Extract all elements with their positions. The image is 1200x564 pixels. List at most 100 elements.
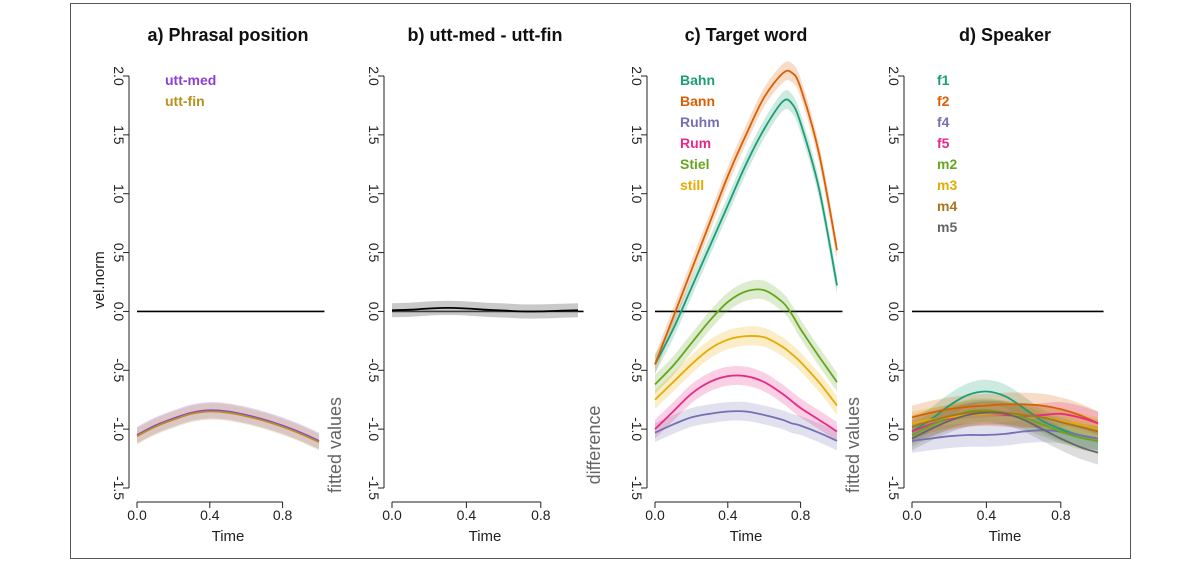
y-tick-label: -1.5 bbox=[886, 476, 902, 500]
x-tick-label: 0.4 bbox=[457, 507, 477, 523]
legend-entry-m2: m2 bbox=[937, 156, 957, 172]
x-tick-label: 0.4 bbox=[977, 507, 997, 523]
y-tick-label: 0.0 bbox=[366, 302, 382, 322]
y-tick-label: -1.0 bbox=[629, 417, 645, 441]
y-tick-label: -0.5 bbox=[886, 358, 902, 382]
series-line-Bann bbox=[654, 69, 838, 365]
x-axis-label: Time bbox=[989, 528, 1022, 545]
y-tick-label: 1.5 bbox=[629, 125, 645, 145]
y-axis-label: vel.norm bbox=[91, 251, 108, 309]
panel-2: b) utt-med - utt-fin -1.5 -1.0 -0.5 0.0 0.5 1.… bbox=[366, 25, 604, 545]
x-axis-label: Time bbox=[212, 528, 245, 545]
legend-entry-m4: m4 bbox=[937, 198, 957, 214]
y-tick-label: -1.0 bbox=[366, 417, 382, 441]
series-line-diff bbox=[391, 306, 579, 313]
figure-frame bbox=[70, 3, 1131, 559]
x-tick-label: 0.8 bbox=[273, 507, 293, 523]
legend-entry-m3: m3 bbox=[937, 177, 957, 193]
x-axis-label: Time bbox=[730, 528, 763, 545]
confidence-band-m3 bbox=[912, 401, 1098, 441]
confidence-band-Stiel bbox=[655, 279, 837, 394]
series-line-m5 bbox=[911, 411, 1099, 454]
y-tick-label: 2.0 bbox=[111, 66, 127, 86]
y-tick-label: 0.5 bbox=[111, 243, 127, 263]
y-tick-label: 0.5 bbox=[886, 243, 902, 263]
x-tick-label: 0.4 bbox=[200, 507, 220, 523]
y-tick-label: 0.0 bbox=[111, 302, 127, 322]
confidence-band-utt-fin bbox=[137, 403, 319, 451]
panel-4: d) Speaker -1.5 -1.0 -0.5 0.0 0.5 1.0 1.5 2.0 0.0… bbox=[886, 25, 1104, 545]
y-tick-label: 0.0 bbox=[629, 302, 645, 322]
side-axis-label: difference bbox=[584, 406, 604, 485]
y-tick-label: 0.5 bbox=[366, 243, 382, 263]
confidence-band-m2 bbox=[912, 398, 1098, 453]
confidence-band-m4 bbox=[912, 399, 1098, 444]
y-tick-label: 2.0 bbox=[366, 66, 382, 86]
x-tick-label: 0.0 bbox=[382, 507, 402, 523]
series-line-m4 bbox=[911, 410, 1099, 433]
y-tick-label: 1.0 bbox=[366, 184, 382, 204]
legend-entry-f5: f5 bbox=[937, 135, 950, 151]
y-tick-label: 2.0 bbox=[886, 66, 902, 86]
panel-title: c) Target word bbox=[685, 25, 808, 45]
panel-title: a) Phrasal position bbox=[147, 25, 308, 45]
legend-entry-Rum: Rum bbox=[680, 135, 711, 151]
x-tick-label: 0.8 bbox=[791, 507, 811, 523]
legend-entry-Bahn: Bahn bbox=[680, 72, 715, 88]
x-axis-label: Time bbox=[469, 528, 502, 545]
x-tick-label: 0.8 bbox=[531, 507, 551, 523]
y-tick-label: 1.0 bbox=[886, 184, 902, 204]
confidence-band-still bbox=[655, 326, 837, 415]
side-axis-label: fitted values bbox=[843, 397, 863, 493]
y-tick-label: -1.0 bbox=[886, 417, 902, 441]
legend-entry-f1: f1 bbox=[937, 72, 950, 88]
confidence-band-f4 bbox=[912, 418, 1098, 453]
y-tick-label: -0.5 bbox=[629, 358, 645, 382]
x-tick-label: 0.4 bbox=[718, 507, 738, 523]
legend-entry-still: still bbox=[680, 177, 704, 193]
series-line-Ruhm bbox=[654, 410, 838, 442]
legend-entry-f2: f2 bbox=[937, 93, 950, 109]
side-axis-label: fitted values bbox=[325, 397, 345, 493]
y-tick-label: 0.5 bbox=[629, 243, 645, 263]
confidence-band-utt-med bbox=[137, 402, 319, 450]
legend-entry-m5: m5 bbox=[937, 219, 957, 235]
x-tick-label: 0.0 bbox=[645, 507, 665, 523]
x-tick-label: 0.8 bbox=[1051, 507, 1071, 523]
panel-title: d) Speaker bbox=[959, 25, 1051, 45]
x-tick-label: 0.0 bbox=[127, 507, 147, 523]
y-tick-label: 1.5 bbox=[111, 125, 127, 145]
confidence-band-f5 bbox=[912, 402, 1098, 444]
y-tick-label: 1.5 bbox=[366, 125, 382, 145]
confidence-band-f1 bbox=[912, 379, 1098, 451]
legend-entry-utt-med: utt-med bbox=[165, 72, 216, 88]
y-tick-label: -1.5 bbox=[366, 476, 382, 500]
legend-entry-Stiel: Stiel bbox=[680, 156, 710, 172]
y-tick-label: 1.5 bbox=[886, 125, 902, 145]
legend-entry-Ruhm: Ruhm bbox=[680, 114, 720, 130]
series-line-utt-med bbox=[136, 409, 320, 442]
panel-1: a) Phrasal position -1.5 -1.0 -0.5 0.0 0.5 1.0… bbox=[91, 25, 345, 545]
series-line-Bahn bbox=[654, 98, 838, 365]
x-tick-label: 0.0 bbox=[902, 507, 922, 523]
series-line-Stiel bbox=[654, 288, 838, 386]
y-tick-label: 1.0 bbox=[629, 184, 645, 204]
series-line-Rum bbox=[654, 374, 838, 433]
panel-title: b) utt-med - utt-fin bbox=[408, 25, 563, 45]
legend-entry-f4: f4 bbox=[937, 114, 950, 130]
y-tick-label: -1.5 bbox=[111, 476, 127, 500]
y-tick-label: 0.0 bbox=[886, 302, 902, 322]
y-tick-label: -1.5 bbox=[629, 476, 645, 500]
series-line-f2 bbox=[911, 403, 1099, 425]
panel-3: c) Target word -1.5 -1.0 -0.5 0.0 0.5 1.0 1.5 2.… bbox=[629, 25, 863, 545]
y-tick-label: 1.0 bbox=[111, 184, 127, 204]
series-line-utt-fin bbox=[136, 410, 320, 443]
series-line-still bbox=[654, 334, 838, 407]
y-tick-label: -0.5 bbox=[366, 358, 382, 382]
y-tick-label: -1.0 bbox=[111, 417, 127, 441]
y-tick-label: -0.5 bbox=[111, 358, 127, 382]
series-line-f4 bbox=[911, 429, 1099, 442]
legend-entry-utt-fin: utt-fin bbox=[165, 93, 205, 109]
confidence-band-Ruhm bbox=[655, 401, 837, 451]
